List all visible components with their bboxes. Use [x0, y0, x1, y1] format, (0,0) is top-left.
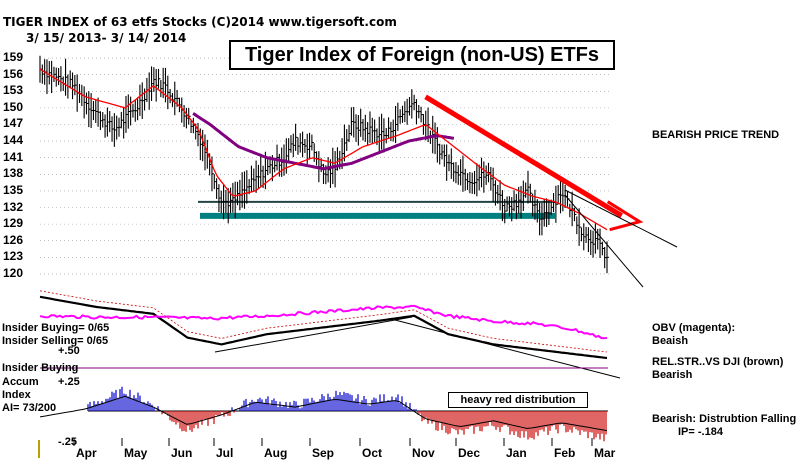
y-tick-label: 132: [3, 199, 24, 214]
y-tick-label: 153: [3, 83, 24, 98]
accum-axis-label: Accum: [2, 376, 39, 388]
y-tick-label: 123: [3, 249, 24, 264]
month-label: Jan: [506, 446, 527, 460]
y-tick-label: 141: [3, 149, 24, 164]
relstr-ma-line: [39, 290, 608, 353]
date-range: 3/ 15/ 2013- 3/ 14/ 2014: [26, 31, 187, 45]
header-title: TIGER INDEX of 63 etfs Stocks (C)2014 ww…: [3, 15, 397, 29]
obv-status: Beaish: [652, 335, 689, 347]
month-label: Apr: [76, 446, 97, 460]
channel-line-lower: [564, 194, 644, 288]
month-label: Jul: [216, 446, 234, 460]
month-label: Oct: [362, 446, 383, 460]
y-tick-label: 126: [3, 232, 24, 247]
chart-title: Tiger Index of Foreign (non-US) ETFs: [229, 40, 615, 70]
y-tick-label: 144: [3, 133, 24, 148]
index-label: Index: [2, 389, 31, 401]
accum-label: Bearish: Distrubtion Falling: [652, 413, 797, 425]
month-label: Feb: [554, 446, 576, 460]
insider-buying-label: Insider Buying: [2, 362, 79, 374]
month-label: Aug: [264, 446, 288, 460]
accum-ma-line: [39, 395, 608, 432]
y-tick-label: 147: [3, 116, 24, 131]
channel-line-upper: [564, 189, 678, 248]
y-tick-label: 120: [3, 265, 24, 280]
y-tick-label: 129: [3, 216, 24, 231]
y-tick-label: 159: [3, 50, 24, 65]
ip-value: IP= -.184: [678, 426, 723, 438]
relstr-trendline-down: [394, 319, 621, 379]
distribution-annotation: heavy red distribution: [448, 392, 588, 408]
obv-axis-plus50: +.50: [58, 345, 80, 357]
relstr-label: REL.STR..VS DJI (brown): [652, 356, 784, 368]
y-tick-label: 138: [3, 166, 24, 181]
accum-axis-plus25: +.25: [58, 376, 80, 388]
y-tick-label: 150: [3, 99, 24, 114]
month-label: Mar: [594, 446, 616, 460]
month-label: Nov: [412, 446, 435, 460]
ma-long-line: [192, 112, 455, 171]
y-tick-label: 135: [3, 182, 24, 197]
resistance-trendline: [424, 94, 623, 218]
y-tick-label: 156: [3, 66, 24, 81]
month-label: Jun: [171, 446, 193, 460]
month-label: Sep: [312, 446, 335, 460]
ai-value: AI= 73/200: [2, 402, 57, 414]
relstr-trendline-up: [214, 316, 413, 353]
month-label: May: [124, 446, 148, 460]
accum-axis-minus25: -.25: [58, 436, 77, 448]
trend-label: BEARISH PRICE TREND: [652, 129, 780, 141]
relstr-line: [39, 295, 608, 360]
obv-label: OBV (magenta):: [652, 322, 736, 334]
insider-buying-count: Insider Buying= 0/65: [2, 322, 110, 334]
obv-line: [39, 304, 608, 340]
ma-short-line: [39, 68, 608, 231]
month-label: Dec: [458, 446, 481, 460]
relstr-status: Bearish: [652, 369, 693, 381]
trend-arrow-head: [606, 200, 644, 232]
insider-selling-count: Insider Selling= 0/65: [2, 335, 109, 347]
